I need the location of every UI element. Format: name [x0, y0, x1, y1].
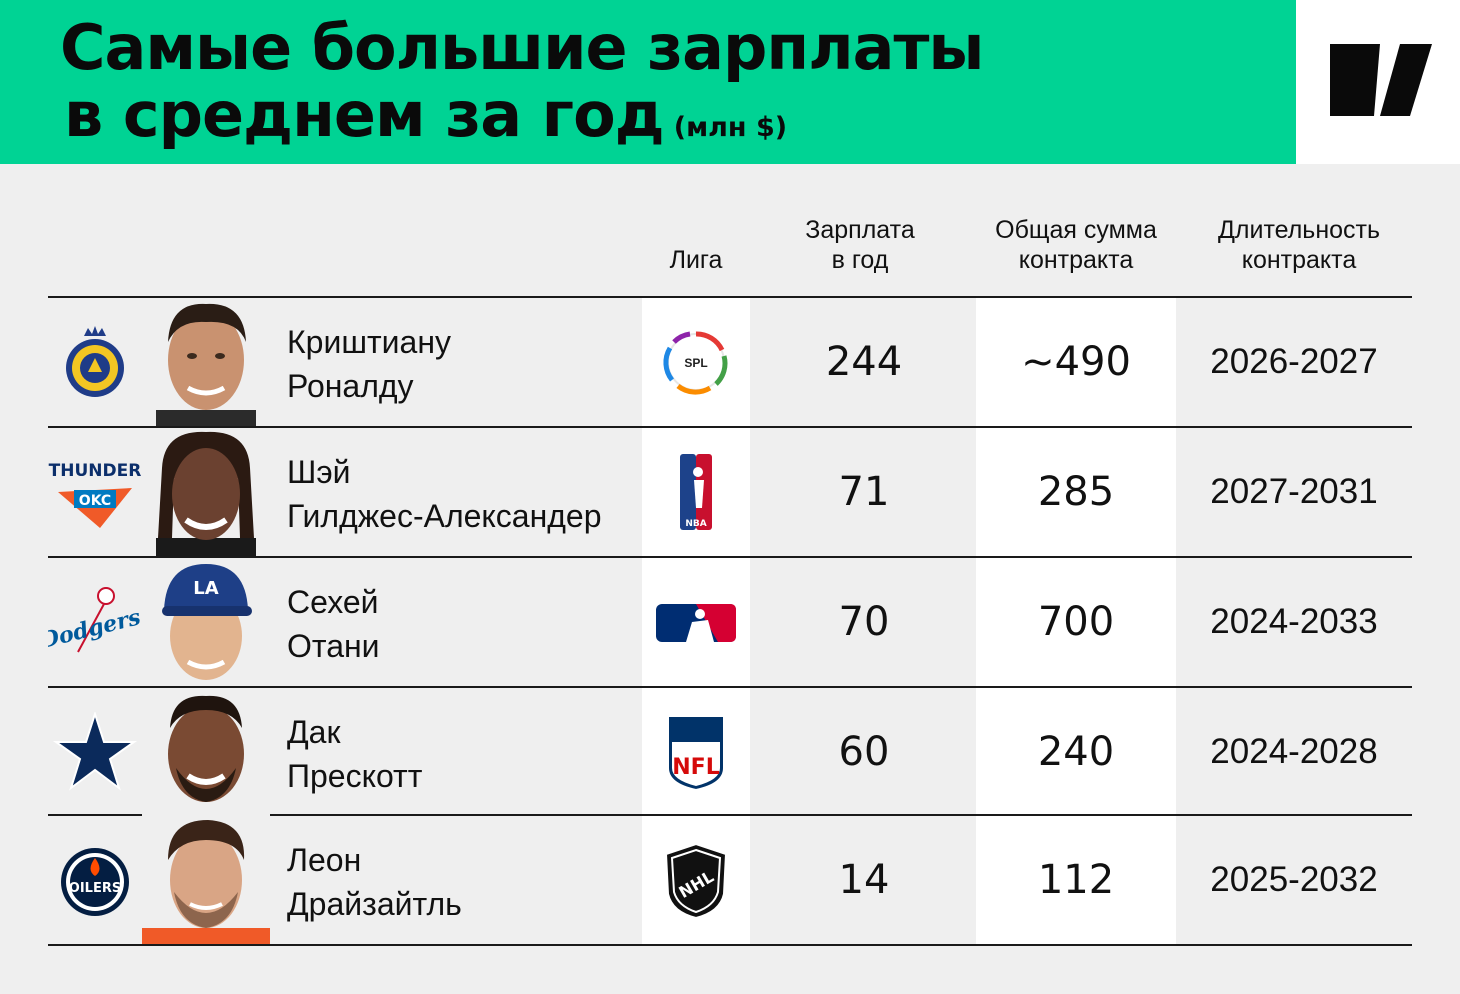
- mlb-icon: [656, 604, 736, 642]
- svg-text:NBA: NBA: [685, 519, 706, 529]
- player-last-name: Гилджес-Александер: [287, 498, 602, 534]
- divider: [48, 296, 1412, 298]
- divider: [48, 556, 1412, 558]
- salary-value: 14: [838, 857, 890, 903]
- duration-value: 2026-2027: [1210, 342, 1378, 381]
- player-name: Леон Драйзайтль: [287, 838, 462, 926]
- title-unit: (млн $): [673, 112, 788, 143]
- player-name: Криштиану Роналду: [287, 320, 451, 408]
- player-photo-ronaldo: [142, 298, 270, 426]
- duration-value: 2024-2028: [1210, 732, 1378, 771]
- player-photo-prescott: [142, 688, 270, 816]
- player-first-name: Дак: [287, 714, 341, 750]
- table-row: THUNDER OKC Шэй Гилджес-Александер NBA 7…: [48, 428, 1412, 556]
- oilers-icon: OILERS: [61, 848, 129, 916]
- divider: [48, 944, 1412, 946]
- player-photo-ohtani: LA: [142, 558, 270, 686]
- total-value: 700: [1037, 599, 1115, 645]
- total-value: 112: [1037, 857, 1115, 903]
- salary-value: 60: [838, 729, 890, 775]
- page-title-line2: в среднем за год (млн $): [64, 84, 787, 146]
- table-row: Криштиану Роналду SPL 244 ~490 2026-2027: [48, 298, 1412, 426]
- divider: [48, 814, 1412, 816]
- player-last-name: Прескотт: [287, 758, 423, 794]
- svg-text:LA: LA: [193, 578, 218, 599]
- player-name: Шэй Гилджес-Александер: [287, 450, 602, 538]
- svg-text:THUNDER: THUNDER: [49, 461, 142, 481]
- player-first-name: Леон: [287, 842, 362, 878]
- salary-value: 71: [838, 469, 890, 515]
- player-name: Дак Прескотт: [287, 710, 422, 798]
- salary-value: 244: [825, 339, 903, 385]
- nba-icon: NBA: [680, 454, 712, 530]
- brand-logo: [1296, 0, 1460, 164]
- nfl-icon: NFL: [667, 715, 725, 792]
- svg-text:NFL: NFL: [672, 755, 719, 780]
- al-nassr-icon: [66, 326, 124, 397]
- cowboys-star-icon: [52, 712, 138, 791]
- column-header-league: Лига: [669, 246, 723, 274]
- player-first-name: Сехей: [287, 584, 379, 620]
- total-value: 285: [1037, 469, 1115, 515]
- svg-text:SPL: SPL: [684, 356, 707, 370]
- page-title-line1: Самые большие зарплаты: [60, 11, 984, 84]
- player-last-name: Роналду: [287, 368, 414, 404]
- thunder-okc-icon: THUNDER OKC: [49, 461, 142, 528]
- table-row: OILERS Леон Драйзайтль NHL 14 112 2025-2…: [48, 816, 1412, 944]
- player-first-name: Шэй: [287, 454, 351, 490]
- svg-text:OILERS: OILERS: [69, 881, 121, 896]
- page-title-line2-text: в среднем за год: [64, 78, 665, 151]
- column-header-duration: Длительность контракта: [1217, 216, 1381, 274]
- svg-text:Dodgers: Dodgers: [48, 604, 143, 654]
- divider: [48, 426, 1412, 428]
- dodgers-icon: Dodgers: [48, 587, 143, 654]
- total-value: ~490: [1021, 339, 1131, 385]
- nhl-icon: NHL: [664, 842, 728, 920]
- duration-value: 2025-2032: [1210, 860, 1378, 899]
- divider: [48, 686, 1412, 688]
- total-value: 240: [1037, 729, 1115, 775]
- duration-value: 2024-2033: [1210, 602, 1378, 641]
- header-banner: Самые большие зарплаты в среднем за год(…: [0, 0, 1296, 164]
- column-header-total: Общая сумма контракта: [995, 216, 1157, 274]
- salary-value: 70: [838, 599, 890, 645]
- player-photo-gilgeous-alexander: [142, 428, 270, 556]
- spl-icon: SPL: [663, 331, 728, 395]
- table-row: Dodgers LA Сехей Отани 70 700 2024-2033: [48, 558, 1412, 686]
- total-column-bg: [976, 298, 1176, 944]
- svg-text:OKC: OKC: [79, 493, 111, 509]
- player-name: Сехей Отани: [287, 580, 380, 668]
- brand-logo-icon: [1330, 44, 1432, 116]
- table-row: Дак Прескотт NFL 60 240 2024-2028: [48, 688, 1412, 816]
- player-first-name: Криштиану: [287, 324, 451, 360]
- player-last-name: Отани: [287, 628, 380, 664]
- duration-value: 2027-2031: [1210, 472, 1378, 511]
- player-photo-draisaitl: [142, 816, 270, 944]
- player-last-name: Драйзайтль: [287, 886, 462, 922]
- column-header-salary: Зарплата в год: [805, 216, 915, 274]
